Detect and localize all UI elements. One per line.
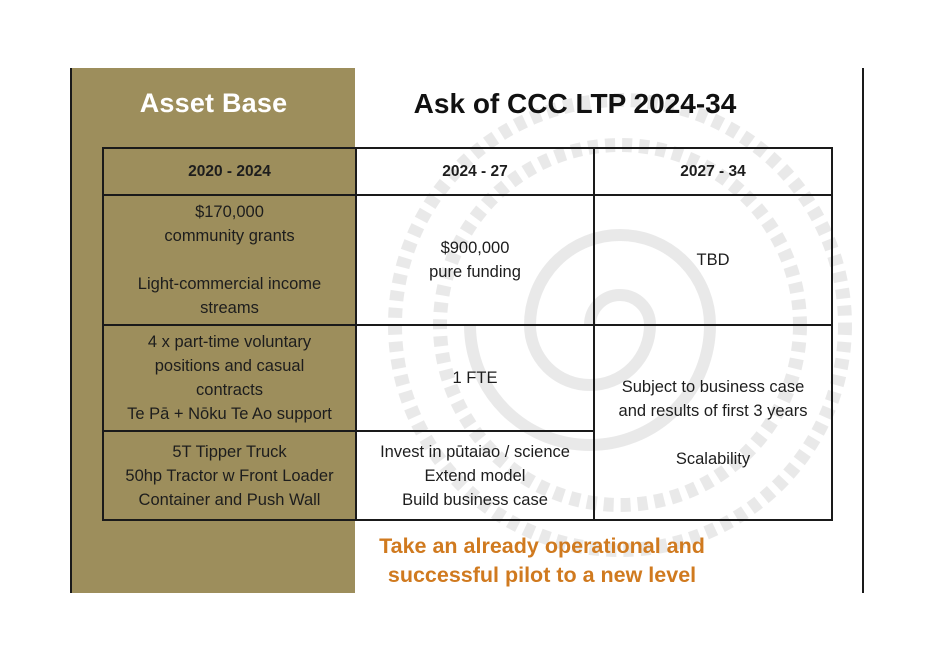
cell-text: Light-commercial income	[137, 275, 322, 293]
cell-text: Scalability	[675, 449, 751, 468]
tagline-line-2: successful pilot to a new level	[387, 563, 697, 587]
cell-text: pure funding	[429, 263, 521, 281]
cell-text: $900,000	[440, 239, 510, 257]
cell-text: positions and casual	[154, 357, 305, 375]
tagline: Take an already operational and successf…	[212, 532, 872, 590]
cell-text: and results of first 3 years	[618, 401, 808, 420]
header-2024-27: 2024 - 27	[355, 147, 595, 196]
funding-cell-900k: $900,000 pure funding	[355, 194, 595, 326]
future-cell-tbd: TBD	[593, 194, 833, 326]
cell-text: Te Pā + Nōku Te Ao support	[127, 405, 332, 423]
asset-cell-equipment: 5T Tipper Truck 50hp Tractor w Front Loa…	[102, 430, 357, 521]
ltp-ask-title: Ask of CCC LTP 2024-34	[413, 88, 737, 119]
tagline-line-1: Take an already operational and	[379, 534, 705, 558]
cell-text: contracts	[196, 381, 263, 399]
cell-text: community grants	[164, 227, 295, 245]
cell-text: Extend model	[424, 466, 526, 485]
future-cell-merged: Subject to business case and results of …	[593, 324, 833, 521]
cell-text: 5T Tipper Truck	[172, 442, 287, 461]
table-row: 4 x part-time voluntary positions and ca…	[102, 324, 833, 521]
header-2020-2024: 2020 - 2024	[102, 147, 357, 196]
funding-cell-invest: Invest in pūtaiao / science Extend model…	[355, 430, 595, 521]
right-border-line	[862, 68, 864, 593]
funding-table: 2020 - 2024 2024 - 27 2027 - 34 $170,000…	[102, 147, 833, 521]
table-row: $170,000 community grants Light-commerci…	[102, 194, 833, 326]
left-border-line	[70, 68, 72, 593]
cell-text: streams	[200, 299, 259, 317]
cell-text: 4 x part-time voluntary	[147, 333, 312, 351]
table-row: 5T Tipper Truck 50hp Tractor w Front Loa…	[102, 430, 832, 521]
cell-text: Invest in pūtaiao / science	[380, 442, 570, 461]
table-header-row: 2020 - 2024 2024 - 27 2027 - 34	[102, 147, 833, 196]
cell-text: $170,000	[195, 203, 264, 221]
funding-cell-fte: 1 FTE	[355, 324, 595, 432]
asset-cell-grants: $170,000 community grants Light-commerci…	[102, 194, 357, 326]
asset-base-title: Asset Base	[139, 88, 288, 118]
cell-text: Subject to business case	[621, 377, 805, 396]
cell-text: Build business case	[402, 490, 548, 509]
header-2027-34: 2027 - 34	[593, 147, 833, 196]
asset-cell-positions: 4 x part-time voluntary positions and ca…	[102, 324, 357, 432]
cell-text: Container and Push Wall	[138, 490, 321, 509]
cell-text: 50hp Tractor w Front Loader	[125, 466, 334, 485]
